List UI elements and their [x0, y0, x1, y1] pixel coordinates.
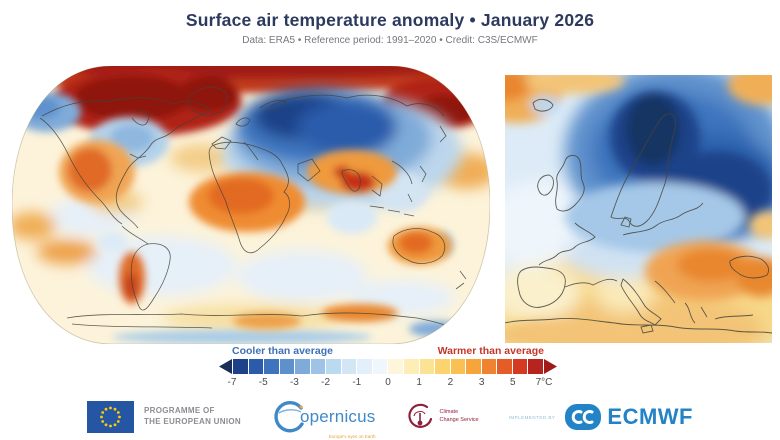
legend-labels: Cooler than average Warmer than average: [232, 345, 544, 357]
footer-logos: PROGRAMME OF THE EUROPEAN UNION opernicu…: [0, 399, 780, 439]
world-coastlines: [39, 86, 467, 329]
colorbar-block: [372, 359, 388, 374]
colorbar-ticks: -7 -5 -3 -2 -1 0 1 2 3 5 7°C: [228, 377, 553, 388]
colorbar-block: [466, 359, 481, 374]
eu-programme-line2: THE EUROPEAN UNION: [144, 417, 241, 426]
colorbar-block: [326, 359, 341, 374]
colorbar-block: [295, 359, 310, 374]
colorbar-block: [419, 359, 435, 374]
colorbar-block: [450, 359, 466, 374]
colorbar-tick-label: 1: [416, 377, 422, 388]
colorbar: [219, 359, 557, 374]
eu-flag-icon: [87, 401, 134, 433]
copernicus-tagline: Europe's eyes on Earth: [328, 434, 376, 439]
implemented-by-label: IMPLEMENTED BY: [508, 414, 556, 420]
climate-change-service-logo: Climate Change Service: [405, 402, 479, 432]
colorbar-tick-label: 0: [385, 377, 391, 388]
colorbar-block: [481, 359, 497, 374]
warmer-label: Warmer than average: [437, 345, 544, 357]
subtitle: Data: ERA5 • Reference period: 1991–2020…: [242, 35, 538, 46]
colorbar-block: [512, 359, 528, 374]
colorbar-tick-label: -5: [258, 377, 268, 388]
colorbar-arrow-right: [544, 359, 557, 374]
copernicus-wordmark: opernicus: [299, 407, 376, 426]
colorbar-block: [341, 359, 357, 374]
colorbar-block: [279, 359, 295, 374]
colorbar-tick-label: 3: [478, 377, 485, 388]
colorbar-legend: Cooler than average Warmer than average …: [219, 345, 557, 388]
colorbar-block: [264, 359, 279, 374]
colorbar-block: [404, 359, 419, 374]
page-title: Surface air temperature anomaly • Januar…: [185, 10, 595, 30]
colorbar-tick-label: -7: [227, 377, 237, 388]
c3s-line2: Change Service: [439, 417, 479, 423]
colorbar-block: [233, 359, 248, 374]
ecmwf-icon: [565, 404, 602, 430]
ecmwf-logo: IMPLEMENTED BY ECMWF: [509, 404, 693, 430]
colorbar-tick-label: -3: [289, 377, 299, 388]
europe-anomaly-field: [505, 75, 772, 343]
copernicus-logo: opernicus Europe's eyes on Earth: [271, 399, 376, 439]
world-anomaly-field: [12, 66, 490, 344]
europe-coastlines: [505, 98, 772, 334]
copernicus-globe-icon: [274, 401, 304, 433]
colorbar-block: [248, 359, 264, 374]
colorbar-block: [528, 359, 543, 374]
eu-programme-line1: PROGRAMME OF: [144, 406, 215, 416]
colorbar-block: [435, 359, 450, 374]
ecmwf-wordmark: ECMWF: [607, 404, 693, 429]
header: Surface air temperature anomaly • Januar…: [0, 10, 780, 46]
colorbar-tick-label: 5: [510, 377, 516, 388]
colorbar-tick-label: -2: [321, 377, 331, 388]
colorbar-tick-label: 2: [447, 377, 454, 388]
colorbar-block: [310, 359, 326, 374]
colorbar-blocks: [232, 359, 544, 374]
world-anomaly-map: [12, 66, 490, 344]
eu-programme-logo: PROGRAMME OF THE EUROPEAN UNION: [87, 401, 241, 433]
colorbar-arrow-left: [219, 359, 232, 374]
cooler-label: Cooler than average: [232, 345, 333, 357]
c3s-thermometer-icon: [408, 403, 433, 428]
colorbar-block: [388, 359, 404, 374]
colorbar-block: [497, 359, 512, 374]
europe-inset-map: [505, 75, 772, 343]
colorbar-tick-label: 7°C: [535, 377, 553, 388]
colorbar-tick-label: -1: [352, 377, 362, 388]
colorbar-block: [357, 359, 372, 374]
c3s-line1: Climate: [439, 409, 459, 416]
